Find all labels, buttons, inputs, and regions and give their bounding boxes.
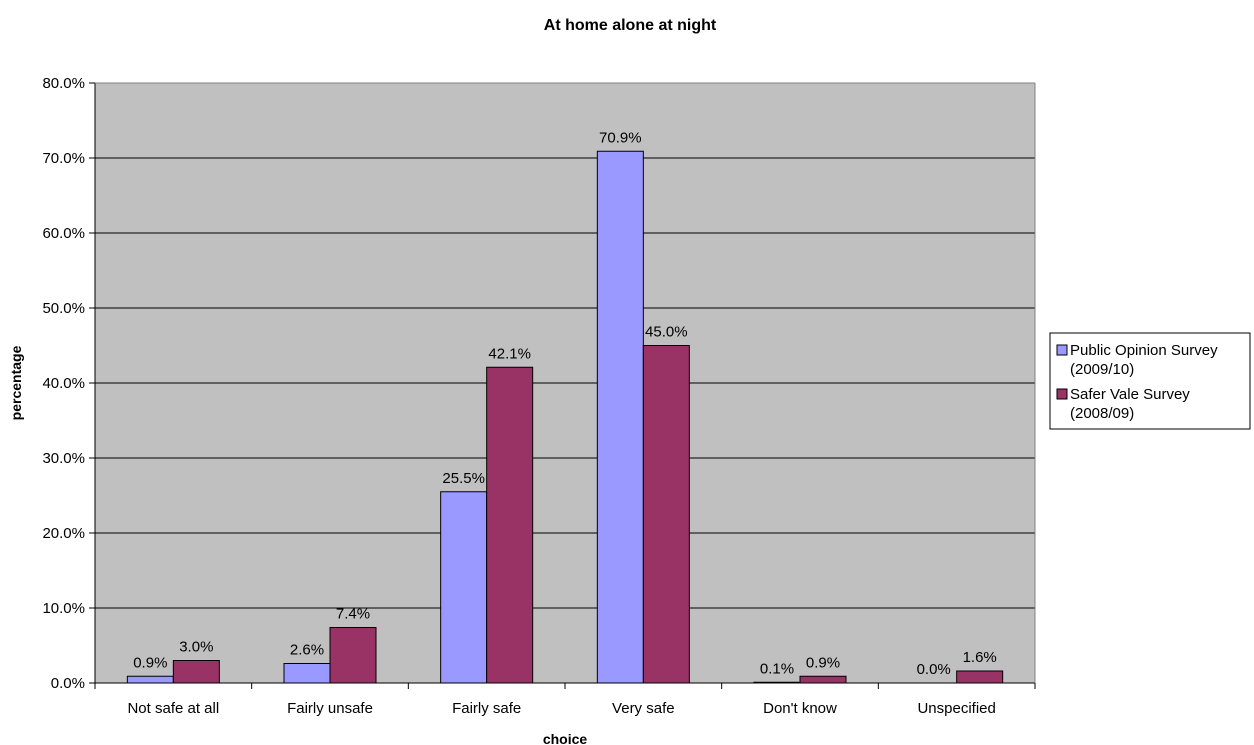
legend-label: Safer Vale Survey <box>1070 386 1190 403</box>
bar <box>329 627 377 684</box>
data-label: 3.0% <box>179 639 213 656</box>
bar <box>486 366 534 684</box>
x-axis-title: choice <box>543 731 588 745</box>
x-tick-label: Don't know <box>763 700 837 717</box>
bar <box>283 663 331 684</box>
x-tick-label: Fairly unsafe <box>287 700 373 717</box>
bar <box>642 345 690 684</box>
data-label: 0.1% <box>760 660 794 677</box>
legend-label: (2009/10) <box>1070 361 1134 378</box>
legend-swatch <box>1056 344 1068 356</box>
y-tick-label: 10.0% <box>42 600 85 617</box>
y-tick-label: 50.0% <box>42 300 85 317</box>
x-tick-label: Not safe at all <box>127 700 219 717</box>
legend-label: (2008/09) <box>1070 405 1134 422</box>
y-tick-label: 60.0% <box>42 225 85 242</box>
data-labels: 0.9% 3.0% 2.6% 7.4% 25.5% 42.1% 70.9% 45.0% 0.1%… <box>133 129 997 678</box>
chart-title: At home alone at night <box>544 17 717 34</box>
y-tick-label: 20.0% <box>42 525 85 542</box>
data-label: 7.4% <box>336 606 370 623</box>
data-label: 70.9% <box>599 129 642 146</box>
data-label: 2.6% <box>290 642 324 659</box>
bar <box>172 660 220 684</box>
bar <box>126 675 174 684</box>
y-tick-label: 80.0% <box>42 75 85 92</box>
y-tick-label: 70.0% <box>42 150 85 167</box>
data-label: 0.9% <box>806 654 840 671</box>
x-tick-label: Fairly safe <box>452 700 521 717</box>
bar <box>596 150 644 684</box>
axes <box>89 82 1036 689</box>
y-tick-label: 30.0% <box>42 450 85 467</box>
data-label: 25.5% <box>442 470 485 487</box>
legend: Public Opinion Survey (2009/10) Safer Vale… <box>1049 332 1251 430</box>
data-label: 42.1% <box>488 345 531 362</box>
y-tick-label: 40.0% <box>42 375 85 392</box>
data-label: 1.6% <box>963 649 997 666</box>
x-tick-labels: Not safe at all Fairly unsafe Fairly safe V… <box>127 700 995 717</box>
data-label: 0.0% <box>917 661 951 678</box>
y-axis-title: percentage <box>8 345 24 420</box>
legend-box <box>1049 332 1251 430</box>
legend-label: Public Opinion Survey <box>1070 342 1218 359</box>
y-tick-label: 0.0% <box>51 675 85 692</box>
data-label: 0.9% <box>133 654 167 671</box>
bar <box>799 675 847 684</box>
bar <box>956 670 1004 684</box>
data-label: 45.0% <box>645 324 688 341</box>
x-tick-label: Very safe <box>612 700 675 717</box>
y-tick-labels: 0.0% 10.0% 20.0% 30.0% 40.0% 50.0% 60.0% 70.0% 8… <box>42 75 85 692</box>
legend-swatch <box>1056 388 1068 400</box>
bar <box>440 491 488 684</box>
x-tick-label: Unspecified <box>917 700 995 717</box>
